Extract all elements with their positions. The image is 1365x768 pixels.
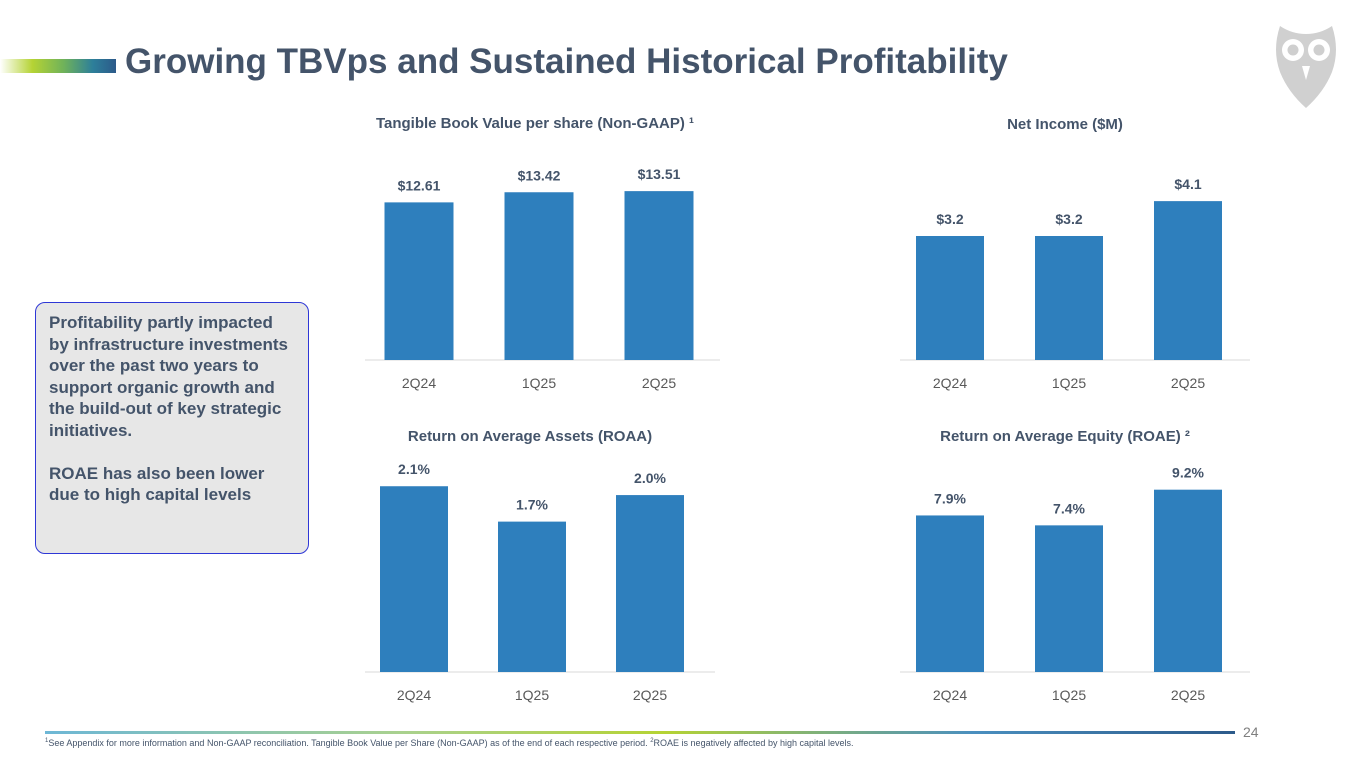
title-accent-bar — [0, 59, 116, 73]
net-income-category-label-2q24: 2Q24 — [933, 375, 967, 391]
footnote-marker-1: 1 — [45, 738, 49, 744]
footer-divider — [45, 731, 1235, 734]
net-income-category-label-2q25: 2Q25 — [1171, 375, 1205, 391]
roae-value-label-2q25: 9.2% — [1172, 465, 1204, 481]
roae-bar-2q24 — [916, 515, 984, 672]
net-income-category-label-1q25: 1Q25 — [1052, 375, 1086, 391]
tbvps-bar-2q24 — [384, 202, 454, 360]
roaa-bar-1q25 — [498, 521, 566, 672]
roaa-chart-title: Return on Average Assets (ROAA) — [408, 428, 652, 445]
net-income-bar-2q24 — [916, 236, 984, 360]
profitability-callout: Profitability partly impacted by infrast… — [35, 302, 309, 554]
roaa-category-label-2q25: 2Q25 — [633, 687, 667, 703]
roaa-category-label-1q25: 1Q25 — [515, 687, 549, 703]
roae-category-label-2q25: 2Q25 — [1171, 687, 1205, 703]
footnote-text-2: ROAE is negatively affected by high capi… — [653, 738, 854, 748]
callout-paragraph-roae: ROAE has also been lower due to high cap… — [49, 463, 265, 505]
tbvps-chart-svg: Tangible Book Value per share (Non-GAAP)… — [365, 115, 720, 391]
net-income-bar-2q25 — [1154, 201, 1222, 360]
tbvps-chart: Tangible Book Value per share (Non-GAAP)… — [360, 105, 730, 400]
tbvps-category-label-2q24: 2Q24 — [402, 375, 436, 391]
tbvps-value-label-2q24: $12.61 — [398, 177, 441, 193]
roae-value-label-1q25: 7.4% — [1053, 500, 1085, 516]
net-income-value-label-1q25: $3.2 — [1055, 211, 1082, 227]
roae-chart-title: Return on Average Equity (ROAE) ² — [940, 428, 1190, 445]
roaa-bar-2q24 — [380, 486, 448, 672]
page-number: 24 — [1243, 724, 1259, 740]
net-income-bar-1q25 — [1035, 236, 1103, 360]
roae-bar-2q25 — [1154, 489, 1222, 672]
roae-value-label-2q24: 7.9% — [934, 490, 966, 506]
tbvps-value-label-1q25: $13.42 — [518, 167, 561, 183]
roae-chart-svg: Return on Average Equity (ROAE) ² 7.9% 2Q… — [900, 428, 1250, 703]
roaa-value-label-2q25: 2.0% — [634, 470, 666, 486]
net-income-value-label-2q25: $4.1 — [1174, 176, 1201, 192]
owl-icon — [1276, 26, 1336, 108]
net-income-chart-title: Net Income ($M) — [1007, 116, 1123, 133]
net-income-chart: Net Income ($M) $3.2 2Q24 $3.2 1Q25 $4.1 2Q25 — [895, 105, 1265, 400]
callout-paragraph-investments: Profitability partly impacted by infrast… — [49, 313, 289, 440]
footnote: 1See Appendix for more information and N… — [45, 738, 854, 748]
tbvps-category-label-1q25: 1Q25 — [522, 375, 556, 391]
roae-chart: Return on Average Equity (ROAE) ² 7.9% 2Q… — [895, 420, 1265, 710]
tbvps-value-label-2q25: $13.51 — [638, 166, 681, 182]
footnote-marker-2: 2 — [650, 738, 654, 744]
roaa-chart-svg: Return on Average Assets (ROAA) 2.1% 2Q24… — [365, 428, 715, 703]
footnote-text-1: See Appendix for more information and No… — [48, 738, 648, 748]
page-title: Growing TBVps and Sustained Historical P… — [125, 42, 1008, 81]
tbvps-category-label-2q25: 2Q25 — [642, 375, 676, 391]
roae-category-label-1q25: 1Q25 — [1052, 687, 1086, 703]
tbvps-bar-2q25 — [624, 191, 694, 360]
tbvps-bar-1q25 — [504, 192, 574, 360]
net-income-value-label-2q24: $3.2 — [936, 211, 963, 227]
roaa-category-label-2q24: 2Q24 — [397, 687, 431, 703]
net-income-chart-svg: Net Income ($M) $3.2 2Q24 $3.2 1Q25 $4.1 2Q25 — [900, 116, 1250, 391]
roaa-bar-2q25 — [616, 495, 684, 672]
roae-category-label-2q24: 2Q24 — [933, 687, 967, 703]
roaa-value-label-2q24: 2.1% — [398, 461, 430, 477]
roaa-value-label-1q25: 1.7% — [516, 497, 548, 513]
roae-bar-1q25 — [1035, 525, 1103, 672]
tbvps-chart-title: Tangible Book Value per share (Non-GAAP)… — [376, 115, 694, 132]
roaa-chart: Return on Average Assets (ROAA) 2.1% 2Q24… — [360, 420, 730, 710]
